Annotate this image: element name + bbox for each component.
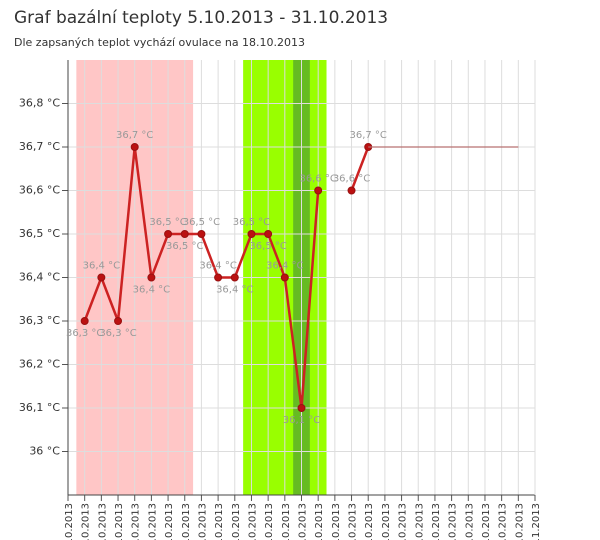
- data-label: 36,5 °C: [183, 217, 220, 228]
- x-tick-label: 20.10.2013: [331, 503, 342, 540]
- y-tick-label: 36 °C: [29, 445, 60, 458]
- y-tick-label: 36,3 °C: [19, 314, 60, 327]
- x-tick-label: 16.10.2013: [264, 503, 275, 540]
- x-tick-label: 29.10.2013: [481, 503, 492, 540]
- data-label: 36,5 °C: [249, 241, 286, 252]
- data-label: 36,4 °C: [266, 261, 303, 272]
- data-label: 36,6 °C: [333, 174, 370, 185]
- x-tick-label: 12.10.2013: [197, 503, 208, 540]
- x-tick-label: 11.10.2013: [181, 503, 192, 540]
- x-tick-label: 28.10.2013: [464, 503, 475, 540]
- y-tick-label: 36,5 °C: [19, 227, 60, 240]
- x-tick-label: 19.10.2013: [314, 503, 325, 540]
- chart-title: Graf bazální teploty 5.10.2013 - 31.10.2…: [14, 8, 388, 28]
- data-point: [114, 317, 123, 325]
- x-tick-label: 25.10.2013: [414, 503, 425, 540]
- data-label: 36,3 °C: [66, 328, 103, 339]
- y-tick-label: 36,4 °C: [19, 271, 60, 284]
- x-tick-label: 21.10.2013: [348, 503, 359, 540]
- data-point: [80, 317, 89, 325]
- x-tick-label: 6.10.2013: [97, 503, 108, 540]
- data-point: [297, 404, 306, 412]
- data-label: 36,4 °C: [83, 261, 120, 272]
- data-point: [97, 273, 106, 282]
- data-label: 36,5 °C: [233, 217, 270, 228]
- y-tick-label: 36,7 °C: [19, 140, 60, 153]
- y-tick-label: 36,2 °C: [19, 358, 60, 371]
- data-label: 36,3 °C: [99, 328, 136, 339]
- data-label: 36,7 °C: [349, 130, 386, 141]
- x-tick-label: 1.11.2013: [531, 503, 542, 540]
- data-point: [347, 186, 356, 195]
- data-label: 36,6 °C: [299, 174, 336, 185]
- x-tick-label: 5.10.2013: [81, 503, 92, 540]
- x-tick-label: 23.10.2013: [381, 503, 392, 540]
- x-tick-label: 17.10.2013: [281, 503, 292, 540]
- x-tick-label: 8.10.2013: [131, 503, 142, 540]
- data-label: 36,1 °C: [283, 415, 320, 426]
- data-point: [164, 230, 173, 238]
- x-tick-label: 13.10.2013: [214, 503, 225, 540]
- x-tick-label: 22.10.2013: [364, 503, 375, 540]
- chart-subtitle: Dle zapsaných teplot vychází ovulace na …: [14, 36, 305, 49]
- data-label: 36,4 °C: [133, 285, 170, 296]
- data-label: 36,4 °C: [216, 285, 253, 296]
- x-tick-label: 31.10.2013: [514, 503, 525, 540]
- y-tick-label: 36,1 °C: [19, 401, 60, 414]
- data-point: [230, 273, 239, 282]
- data-label: 36,7 °C: [116, 130, 153, 141]
- x-tick-label: 27.10.2013: [448, 503, 459, 540]
- x-tick-label: 10.10.2013: [164, 503, 175, 540]
- data-point: [280, 273, 289, 282]
- x-tick-label: 9.10.2013: [147, 503, 158, 540]
- data-point: [147, 273, 156, 282]
- data-point: [214, 273, 223, 282]
- data-point: [180, 230, 189, 238]
- y-tick-label: 36,6 °C: [19, 184, 60, 197]
- data-point: [130, 143, 139, 151]
- data-point: [264, 230, 273, 238]
- x-tick-label: 30.10.2013: [498, 503, 509, 540]
- x-tick-label: 15.10.2013: [247, 503, 258, 540]
- data-label: 36,5 °C: [166, 241, 203, 252]
- data-label: 36,5 °C: [149, 217, 186, 228]
- x-tick-label: 14.10.2013: [231, 503, 242, 540]
- x-tick-label: 18.10.2013: [298, 503, 309, 540]
- y-tick-label: 36,8 °C: [19, 97, 60, 110]
- data-point: [197, 230, 206, 238]
- x-tick-label: 26.10.2013: [431, 503, 442, 540]
- data-point: [247, 230, 256, 238]
- data-label: 36,4 °C: [199, 261, 236, 272]
- x-tick-label: 7.10.2013: [114, 503, 125, 540]
- x-tick-label: 4.10.2013: [64, 503, 75, 540]
- data-point: [314, 186, 323, 195]
- x-tick-label: 24.10.2013: [398, 503, 409, 540]
